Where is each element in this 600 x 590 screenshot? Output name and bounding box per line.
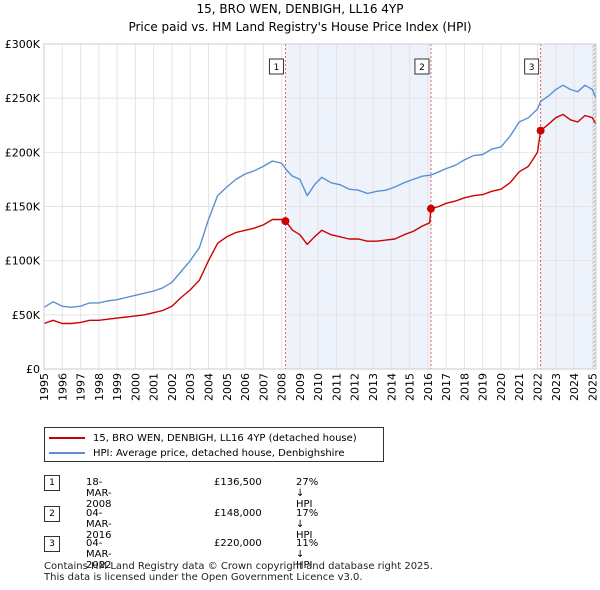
x-tick-label: 2025 (586, 373, 599, 401)
x-tick-label: 1996 (56, 373, 69, 401)
x-tick-label: 2014 (385, 373, 398, 401)
x-tick-label: 2009 (294, 373, 307, 401)
sale-price: £136,500 (214, 477, 262, 488)
x-tick-label: 2021 (513, 373, 526, 401)
x-tick-label: 2002 (166, 373, 179, 401)
x-tick-label: 2013 (367, 373, 380, 401)
sale-label: 3 (529, 63, 535, 73)
price-chart: 1 2 3 £0 £50K £100K £150K £200K £250K £300K 1995 1… (5, 38, 600, 401)
y-tick-label: £250K (5, 92, 41, 105)
y-tick-label: £300K (5, 38, 41, 51)
y-tick-label: £200K (5, 146, 41, 159)
sale-date: 18-MAR-2008 (86, 477, 112, 510)
sale-number-badge: 3 (44, 536, 60, 552)
legend-swatch-property (49, 437, 85, 439)
sale-point (536, 126, 545, 135)
sale-point (426, 204, 435, 213)
x-tick-label: 2006 (239, 373, 252, 401)
x-tick-label: 2012 (349, 373, 362, 401)
sale-label: 2 (419, 63, 425, 73)
sale-hpi-diff: 11% ↓ HPI (296, 538, 319, 571)
y-tick-label: £100K (5, 255, 41, 268)
sale-label-box (524, 58, 540, 75)
legend-label-hpi: HPI: Average price, detached house, Denb… (93, 447, 345, 459)
legend-item-hpi: HPI: Average price, detached house, Denb… (49, 446, 344, 460)
x-tick-label: 2004 (203, 373, 216, 401)
footer-license: This data is licensed under the Open Gov… (44, 572, 363, 583)
x-tick-label: 2010 (312, 373, 325, 401)
x-tick-label: 2001 (148, 373, 161, 401)
sale-hpi-diff: 27% ↓ HPI (296, 477, 319, 510)
x-tick-label: 2000 (129, 373, 142, 401)
x-tick-label: 1999 (111, 373, 124, 401)
x-tick-label: 2005 (221, 373, 234, 401)
sale-label-box (414, 58, 430, 75)
chart-title: 15, BRO WEN, DENBIGH, LL16 4YP (196, 2, 404, 16)
y-tick-label: £150K (5, 201, 41, 214)
legend-label-property: 15, BRO WEN, DENBIGH, LL16 4YP (detached… (93, 432, 357, 444)
x-tick-label: 2011 (330, 373, 343, 401)
x-tick-label: 2022 (532, 373, 545, 401)
sale-number-badge: 1 (44, 475, 60, 491)
x-tick-label: 2008 (276, 373, 289, 401)
legend: 15, BRO WEN, DENBIGH, LL16 4YP (detached… (44, 427, 384, 462)
y-tick-label: £50K (12, 309, 41, 322)
x-tick-label: 1998 (93, 373, 106, 401)
sale-number-badge: 2 (44, 506, 60, 522)
sale-date: 04-MAR-2016 (86, 508, 112, 541)
hpi-series-line (43, 84, 597, 308)
x-tick-label: 2015 (404, 373, 417, 401)
x-tick-label: 2023 (550, 373, 563, 401)
legend-item-property: 15, BRO WEN, DENBIGH, LL16 4YP (detached… (49, 431, 357, 445)
plot-frame (43, 43, 597, 370)
x-tick-label: 2003 (184, 373, 197, 401)
x-tick-label: 2020 (495, 373, 508, 401)
chart-subtitle: Price paid vs. HM Land Registry's House … (128, 20, 472, 34)
sale-point (281, 217, 290, 226)
y-tick-label: £0 (26, 363, 40, 376)
footer-copyright: Contains HM Land Registry data © Crown c… (44, 561, 433, 572)
sale-label: 1 (274, 63, 280, 73)
sale-price: £148,000 (214, 508, 262, 519)
x-tick-label: 2017 (440, 373, 453, 401)
x-tick-label: 2024 (568, 373, 581, 401)
x-tick-label: 2016 (422, 373, 435, 401)
x-tick-label: 1997 (75, 373, 88, 401)
x-tick-label: 2007 (257, 373, 270, 401)
legend-swatch-hpi (49, 452, 85, 454)
sale-date: 04-MAR-2022 (86, 538, 112, 571)
sale-price: £220,000 (214, 538, 262, 549)
x-tick-label: 2018 (458, 373, 471, 401)
x-tick-label: 2019 (477, 373, 490, 401)
sale-hpi-diff: 17% ↓ HPI (296, 508, 319, 541)
sale-label-box (268, 58, 284, 75)
property-series-line (43, 113, 597, 325)
x-tick-label: 1995 (38, 373, 51, 401)
